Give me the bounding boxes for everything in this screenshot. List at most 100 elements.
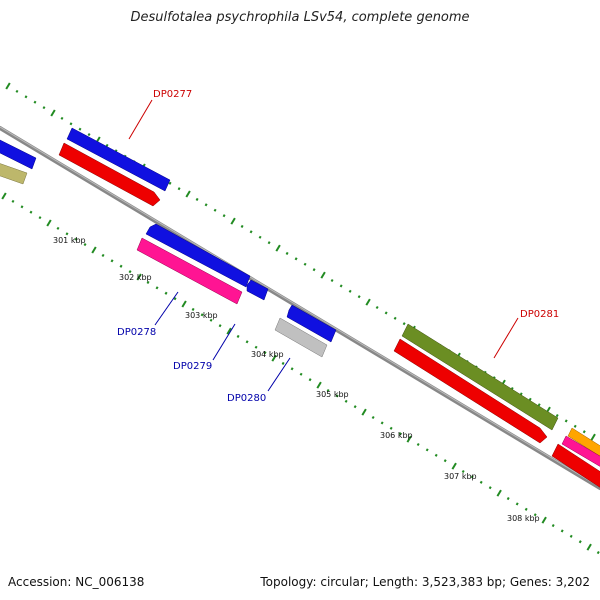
outer-tick-5 [50, 109, 56, 117]
outer-tick-35 [320, 271, 326, 279]
inner-tick-65 [586, 543, 592, 551]
outer-tick-9 [87, 133, 91, 137]
feature-orange-right-edge[interactable] [567, 427, 600, 460]
inner-tick-31 [281, 361, 285, 365]
outer-tick-0 [5, 82, 11, 90]
inner-tick-46 [416, 442, 420, 447]
inner-tick-23 [209, 318, 213, 322]
inner-tick-51 [461, 469, 465, 474]
outer-tick-20 [185, 190, 191, 198]
inner-tick-56 [506, 497, 510, 501]
inner-tick-42 [380, 421, 384, 425]
inner-tick-24 [218, 324, 222, 328]
outer-tick-37 [339, 284, 343, 288]
gene-label-dp0277[interactable]: DP0277 [153, 89, 192, 100]
outer-tick-61 [555, 414, 559, 418]
tick-dots-inner [1, 192, 600, 555]
outer-tick-22 [204, 203, 208, 207]
inner-tick-62 [560, 529, 564, 533]
tick-label-308: 308 kbp [507, 514, 540, 523]
inner-tick-15 [136, 273, 142, 281]
inner-tick-29 [263, 351, 267, 355]
outer-tick-25 [230, 217, 236, 225]
inner-tick-20 [181, 300, 187, 308]
feature-dp0277-blue[interactable] [66, 127, 171, 192]
outer-tick-26 [240, 224, 244, 228]
outer-tick-65 [590, 433, 596, 441]
outer-tick-43 [393, 316, 397, 320]
inner-tick-55 [496, 489, 502, 497]
inner-tick-36 [326, 388, 330, 393]
inner-tick-12 [110, 259, 114, 263]
inner-tick-6 [56, 226, 60, 230]
inner-tick-4 [38, 216, 42, 220]
inner-tick-17 [155, 286, 159, 290]
inner-tick-21 [191, 307, 195, 311]
leader-dp0278 [154, 291, 179, 326]
feature-red-right-edge[interactable] [551, 443, 600, 490]
outer-tick-4 [42, 106, 46, 110]
tick-label-307: 307 kbp [444, 472, 477, 481]
inner-tick-49 [443, 459, 447, 463]
inner-tick-53 [479, 480, 483, 484]
outer-tick-3 [33, 100, 37, 104]
feature-khaki-left-edge[interactable] [0, 160, 28, 185]
inner-tick-39 [353, 405, 357, 409]
feature-dp0279-blue[interactable] [246, 279, 269, 301]
tick-label-306: 306 kbp [380, 431, 413, 440]
feature-dp0281-olive[interactable] [401, 323, 559, 431]
gene-label-dp0280[interactable]: DP0280 [227, 393, 266, 404]
inner-tick-66 [596, 550, 600, 555]
outer-tick-28 [258, 235, 262, 239]
feature-dp0280-gray[interactable] [274, 317, 328, 358]
inner-tick-44 [398, 432, 402, 436]
inner-tick-54 [488, 486, 492, 490]
feature-pink-right-edge[interactable] [561, 435, 600, 470]
inner-tick-0 [1, 192, 7, 200]
inner-tick-19 [173, 297, 177, 301]
outer-tick-41 [375, 305, 379, 310]
inner-tick-1 [11, 199, 15, 203]
accession-label: Accession: NC_006138 [8, 575, 145, 589]
inner-tick-13 [119, 264, 123, 268]
outer-tick-36 [330, 278, 334, 283]
outer-tick-21 [195, 197, 199, 201]
feature-dp0277-red[interactable] [58, 142, 161, 207]
inner-tick-33 [299, 372, 303, 376]
outer-tick-63 [573, 424, 577, 428]
inner-tick-37 [335, 394, 339, 398]
feature-blue-left-edge[interactable] [0, 135, 37, 170]
inner-tick-16 [146, 280, 150, 285]
feature-dp0278-pink[interactable] [136, 237, 243, 305]
inner-tick-60 [541, 516, 547, 524]
inner-tick-50 [451, 462, 457, 470]
inner-tick-34 [308, 378, 312, 382]
inner-tick-35 [316, 381, 322, 389]
outer-tick-62 [564, 419, 568, 423]
outer-tick-29 [267, 241, 271, 245]
outer-tick-40 [365, 298, 371, 306]
gene-label-dp0278[interactable]: DP0278 [117, 327, 156, 338]
outer-tick-7 [69, 122, 73, 126]
inner-tick-59 [533, 513, 537, 517]
gene-label-dp0279[interactable]: DP0279 [173, 361, 212, 372]
tick-label-305: 305 kbp [316, 390, 349, 399]
inner-tick-30 [271, 354, 277, 362]
feature-dp0280-blue[interactable] [286, 304, 337, 343]
outer-tick-23 [213, 208, 217, 212]
outer-tick-24 [222, 214, 226, 218]
inner-tick-25 [226, 327, 232, 335]
tick-label-303: 303 kbp [185, 311, 218, 320]
feature-dp0278-blue[interactable] [145, 223, 251, 288]
feature-dp0281-red[interactable] [393, 338, 548, 444]
gene-label-dp0281[interactable]: DP0281 [520, 309, 559, 320]
inner-tick-26 [236, 334, 240, 338]
outer-tick-6 [60, 116, 64, 120]
inner-tick-52 [470, 475, 474, 479]
inner-tick-11 [101, 253, 105, 258]
inner-tick-38 [344, 399, 348, 403]
outer-tick-34 [312, 268, 316, 272]
leader-dp0280 [267, 357, 291, 392]
outer-tick-32 [294, 257, 298, 261]
